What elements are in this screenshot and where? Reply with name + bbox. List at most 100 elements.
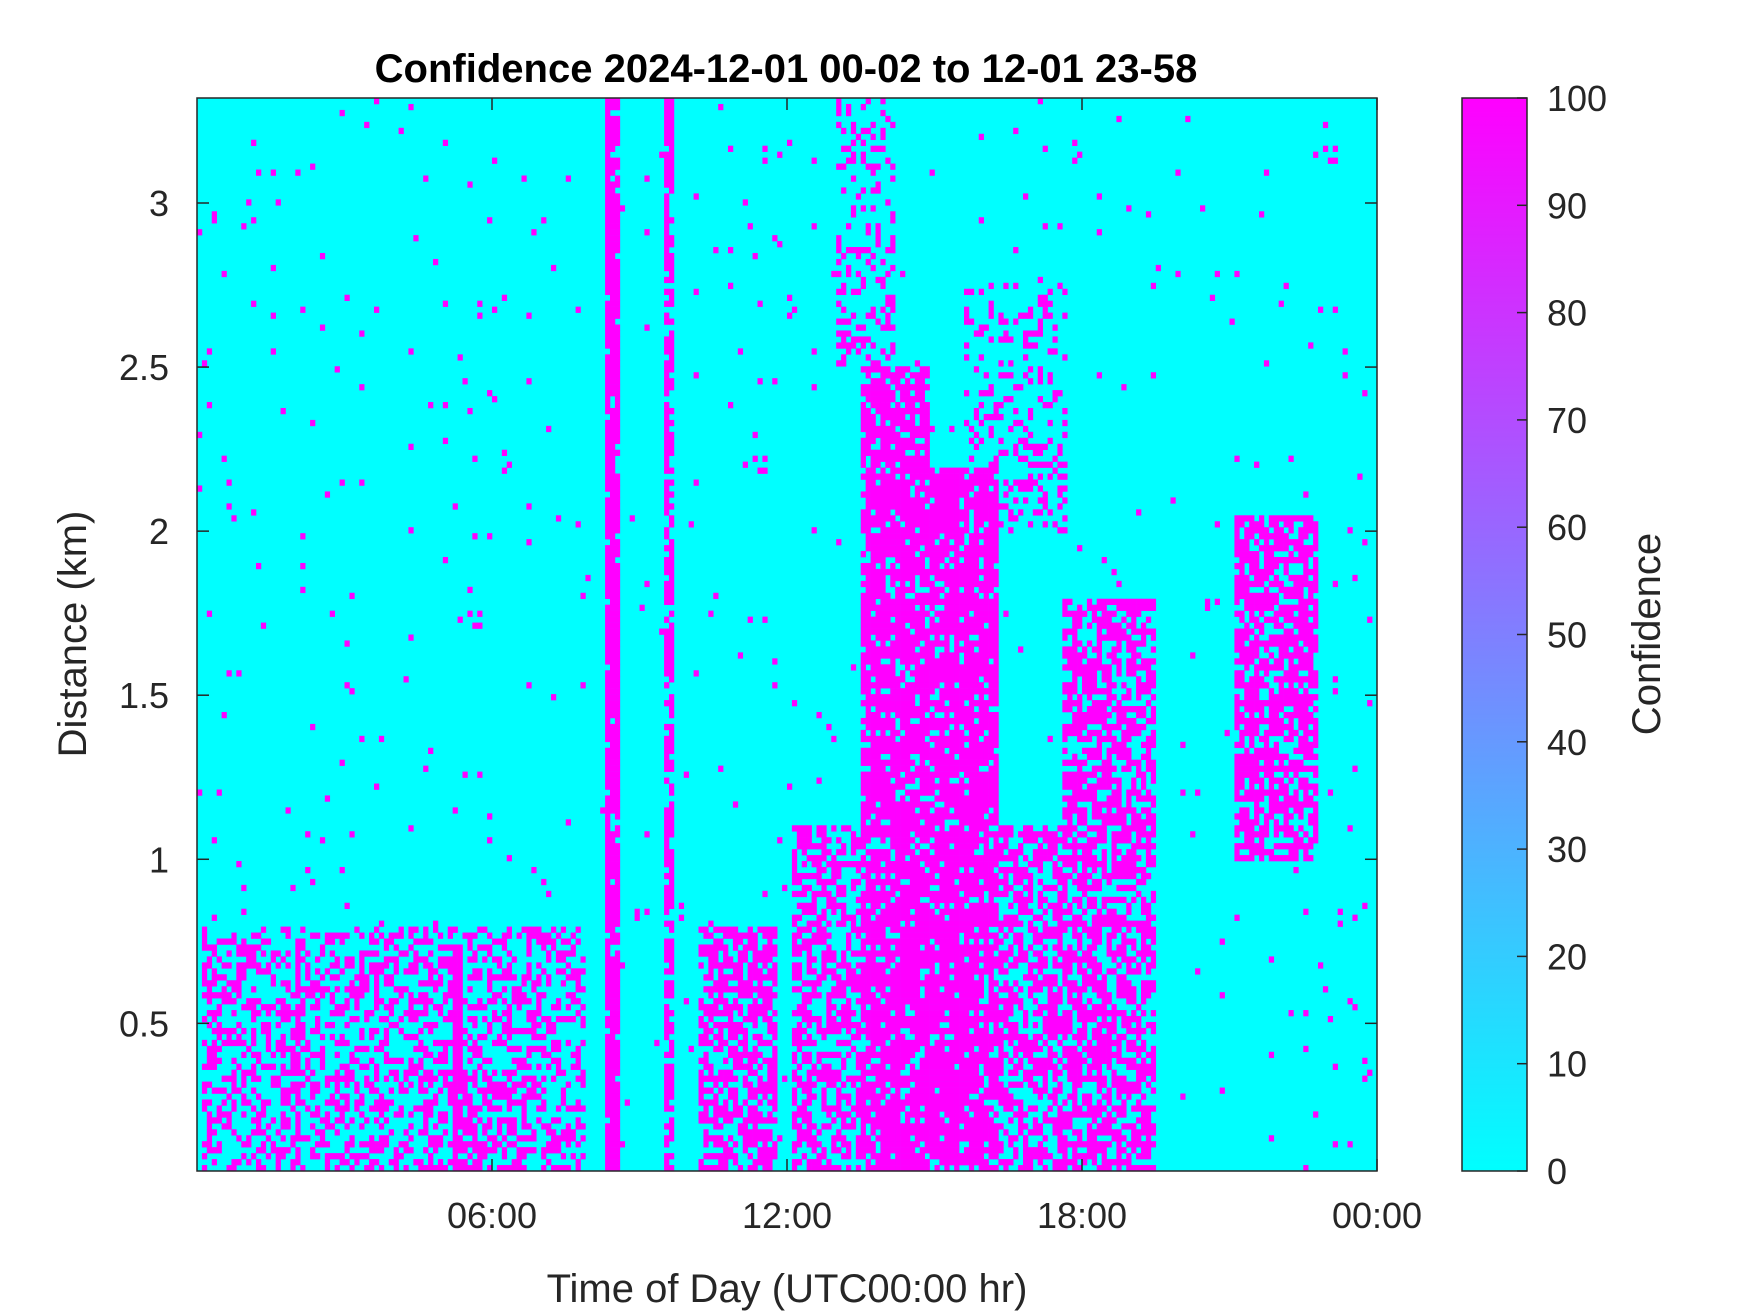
heatmap-cell <box>831 1135 837 1142</box>
heatmap-cell <box>821 962 827 969</box>
heatmap-cell <box>791 866 798 874</box>
heatmap-cell <box>614 306 621 313</box>
heatmap-cell <box>501 998 508 1005</box>
heatmap-cell <box>816 777 822 784</box>
heatmap-cell <box>900 866 906 874</box>
heatmap-cell <box>841 962 847 969</box>
heatmap-cell <box>221 938 227 945</box>
heatmap-cell <box>924 789 930 796</box>
heatmap-cell <box>919 1081 925 1088</box>
heatmap-cell <box>408 1081 414 1088</box>
heatmap-cell <box>767 1111 773 1118</box>
heatmap-cell <box>885 1069 891 1076</box>
heatmap-cell <box>614 449 621 456</box>
heatmap-cell <box>614 610 621 617</box>
heatmap-cell <box>728 926 734 933</box>
heatmap-cell <box>295 1039 301 1047</box>
heatmap-cell <box>885 294 891 301</box>
heatmap-cell <box>737 950 744 957</box>
heatmap-cell <box>374 1141 380 1148</box>
heatmap-cell <box>339 1153 345 1160</box>
heatmap-cell <box>821 831 827 838</box>
heatmap-cell <box>914 861 921 868</box>
heatmap-cell <box>890 610 896 617</box>
heatmap-cell <box>201 1153 208 1160</box>
heatmap-cell <box>669 503 675 510</box>
heatmap-cell <box>546 1123 552 1130</box>
heatmap-cell <box>664 181 670 188</box>
heatmap-cell <box>359 980 365 987</box>
heatmap-cell <box>865 586 871 594</box>
heatmap-cell <box>334 1165 340 1172</box>
heatmap-cell <box>718 938 724 945</box>
heatmap-cell <box>664 312 670 319</box>
heatmap-cell <box>914 539 921 546</box>
heatmap-cell <box>870 795 876 802</box>
heatmap-cell <box>383 956 390 963</box>
heatmap-cell <box>487 980 493 987</box>
heatmap-cell <box>905 366 911 373</box>
heatmap-cell <box>521 1123 527 1130</box>
heatmap-cell <box>900 706 906 713</box>
heatmap-cell <box>605 843 611 850</box>
heatmap-cell <box>319 944 326 951</box>
heatmap-cell <box>801 872 807 880</box>
heatmap-cell <box>231 1087 237 1094</box>
heatmap-cell <box>605 133 611 141</box>
heatmap-cell <box>870 604 876 611</box>
heatmap-cell <box>374 968 380 975</box>
heatmap-cell <box>487 986 493 993</box>
heatmap-cell <box>614 413 621 421</box>
heatmap-cell <box>895 1081 901 1088</box>
heatmap-cell <box>315 1016 321 1023</box>
heatmap-cell <box>580 682 586 689</box>
heatmap-cell <box>487 390 493 397</box>
heatmap-cell <box>895 759 901 766</box>
heatmap-cell <box>895 1051 901 1059</box>
heatmap-cell <box>900 449 906 456</box>
heatmap-cell <box>870 1147 876 1154</box>
heatmap-cell <box>900 628 906 635</box>
heatmap-cell <box>791 1117 798 1124</box>
heatmap-cell <box>865 396 871 403</box>
heatmap-cell <box>924 753 930 760</box>
heatmap-cell <box>555 1004 562 1011</box>
heatmap-cell <box>442 998 449 1005</box>
heatmap-cell <box>909 694 916 701</box>
heatmap-cell <box>841 336 847 343</box>
heatmap-cell <box>900 652 906 659</box>
heatmap-cell <box>723 962 729 969</box>
heatmap-cell <box>752 1010 758 1017</box>
heatmap-cell <box>349 1153 355 1160</box>
heatmap-cell <box>614 1069 621 1076</box>
heatmap-cell <box>914 831 921 838</box>
heatmap-cell <box>880 324 886 331</box>
heatmap-cell <box>919 634 925 641</box>
heatmap-cell <box>831 1075 837 1082</box>
heatmap-cell <box>408 1111 414 1118</box>
heatmap-cell <box>919 723 925 731</box>
heatmap-cell <box>742 1051 748 1059</box>
heatmap-cell <box>836 1165 842 1172</box>
heatmap-cell <box>669 551 675 558</box>
heatmap-cell <box>870 366 876 373</box>
heatmap-cell <box>487 1099 493 1106</box>
heatmap-cell <box>885 1123 891 1130</box>
heatmap-cell <box>605 98 611 105</box>
heatmap-cell <box>870 711 876 719</box>
heatmap-cell <box>295 956 301 963</box>
heatmap-cell <box>895 843 901 850</box>
heatmap-cell <box>796 926 803 933</box>
heatmap-cell <box>860 837 866 844</box>
heatmap-cell <box>482 1016 488 1023</box>
heatmap-cell <box>914 628 921 635</box>
heatmap-cell <box>914 676 921 683</box>
heatmap-cell <box>423 1111 429 1118</box>
heatmap-cell <box>806 1021 812 1029</box>
heatmap-cell <box>610 1039 616 1047</box>
heatmap-cell <box>669 336 675 343</box>
heatmap-cell <box>265 1004 272 1011</box>
heatmap-cell <box>875 1135 881 1142</box>
heatmap-cell <box>880 1045 886 1053</box>
heatmap-cell <box>713 1075 719 1082</box>
